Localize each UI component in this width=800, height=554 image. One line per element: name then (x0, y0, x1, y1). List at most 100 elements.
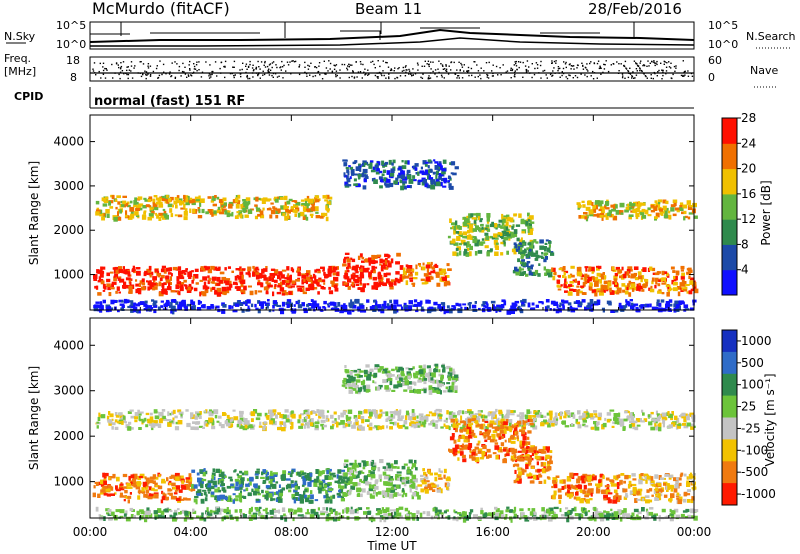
velocity-cell (193, 498, 198, 503)
power-cell (421, 282, 426, 285)
power-cell (561, 303, 565, 307)
power-cell (366, 161, 369, 165)
power-cell (631, 288, 635, 292)
nave-point (571, 65, 574, 67)
power-cell (165, 302, 169, 306)
power-cell (408, 273, 413, 277)
velocity-cell (501, 414, 504, 419)
velocity-cell (662, 419, 666, 424)
velocity-cell (634, 498, 638, 503)
velocity-cell (306, 422, 312, 426)
velocity-cell (377, 491, 382, 495)
power-cell (428, 300, 431, 304)
power-cell (428, 175, 431, 180)
power-cell (454, 166, 459, 170)
nave-point (427, 78, 429, 80)
power-cell (166, 198, 170, 204)
nave-point (327, 70, 329, 72)
nave-point (367, 69, 369, 71)
nave-point (335, 64, 338, 66)
power-cell (187, 271, 190, 276)
velocity-cell (371, 409, 376, 413)
power-cell (399, 265, 404, 270)
power-cell (391, 162, 394, 166)
nave-point (180, 75, 182, 77)
power-cell (170, 273, 173, 277)
velocity-cell (130, 415, 136, 419)
power-cell (232, 309, 238, 313)
nave-point (333, 68, 336, 70)
nave-point (443, 77, 445, 79)
power-cell (486, 303, 489, 307)
power-cell (326, 201, 331, 206)
power-cell (402, 181, 407, 184)
power-cell (102, 289, 106, 292)
power-cell (168, 282, 171, 287)
nave-point (339, 69, 341, 71)
nave-point (631, 77, 633, 79)
velocity-cell (119, 486, 125, 491)
power-cell (678, 300, 682, 305)
nave-point (381, 74, 383, 77)
power-cell (143, 211, 146, 215)
power-cell (138, 204, 142, 208)
velocity-cell (406, 470, 411, 474)
nave-point (576, 64, 579, 66)
velocity-cell (367, 474, 372, 478)
power-cell (344, 181, 348, 186)
velocity-cell (153, 420, 158, 423)
velocity-cell (409, 484, 412, 488)
velocity-cell (291, 484, 296, 488)
power-cell (599, 215, 604, 218)
nave-point (174, 61, 176, 63)
power-cell (207, 279, 210, 285)
power-cell (606, 300, 612, 305)
power-cell (174, 197, 177, 201)
velocity-cell (483, 423, 486, 427)
velocity-cell (361, 480, 365, 484)
velocity-cell (436, 489, 441, 493)
velocity-cell (208, 409, 213, 412)
power-cell (530, 221, 535, 224)
nave-point (374, 74, 377, 77)
velocity-cell (302, 476, 307, 481)
nave-point (471, 74, 473, 77)
power-cell (314, 197, 318, 200)
nave-point (559, 67, 561, 70)
velocity-cell (682, 423, 686, 426)
power-cell (350, 257, 353, 260)
velocity-cell (177, 420, 183, 425)
power-cell (151, 299, 155, 302)
power-cell (550, 252, 555, 256)
velocity-cell (345, 414, 349, 419)
velocity-cell (105, 488, 111, 492)
power-cell (688, 290, 693, 295)
power-cell (365, 258, 369, 263)
nave-point (502, 64, 504, 66)
velocity-cell (265, 473, 268, 477)
velocity-cell (169, 412, 172, 416)
power-cell (521, 241, 525, 244)
velocity-cell (243, 489, 246, 492)
power-cell (456, 236, 461, 241)
nave-point (553, 60, 556, 63)
velocity-cell (127, 495, 132, 499)
velocity-cell (273, 474, 278, 477)
velocity-cell (334, 480, 340, 484)
power-cell (522, 298, 527, 304)
power-cell (627, 274, 631, 278)
velocity-cell (544, 422, 549, 425)
nave-point (198, 61, 200, 63)
power-cell (587, 276, 592, 282)
power-cell (95, 301, 100, 304)
nave-point (570, 65, 573, 67)
power-cell (659, 277, 663, 282)
power-cell (564, 290, 568, 293)
nave-point (224, 66, 226, 68)
power-cell (651, 280, 654, 285)
nave-point (92, 68, 94, 70)
power-cell (246, 299, 251, 304)
velocity-cell (173, 492, 178, 495)
power-cell (493, 233, 498, 238)
power-cell (390, 279, 396, 283)
